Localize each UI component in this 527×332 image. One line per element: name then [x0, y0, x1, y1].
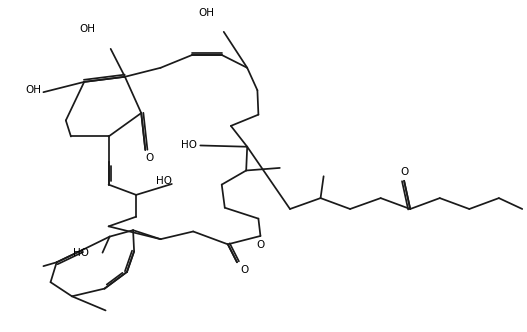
Text: OH: OH: [199, 8, 214, 18]
Text: O: O: [145, 152, 153, 163]
Text: O: O: [400, 167, 408, 177]
Text: O: O: [240, 266, 248, 276]
Text: HO: HO: [156, 176, 172, 186]
Text: HO: HO: [73, 248, 89, 258]
Text: OH: OH: [80, 25, 96, 35]
Text: HO: HO: [181, 140, 197, 150]
Text: OH: OH: [25, 85, 41, 95]
Text: O: O: [256, 240, 265, 250]
